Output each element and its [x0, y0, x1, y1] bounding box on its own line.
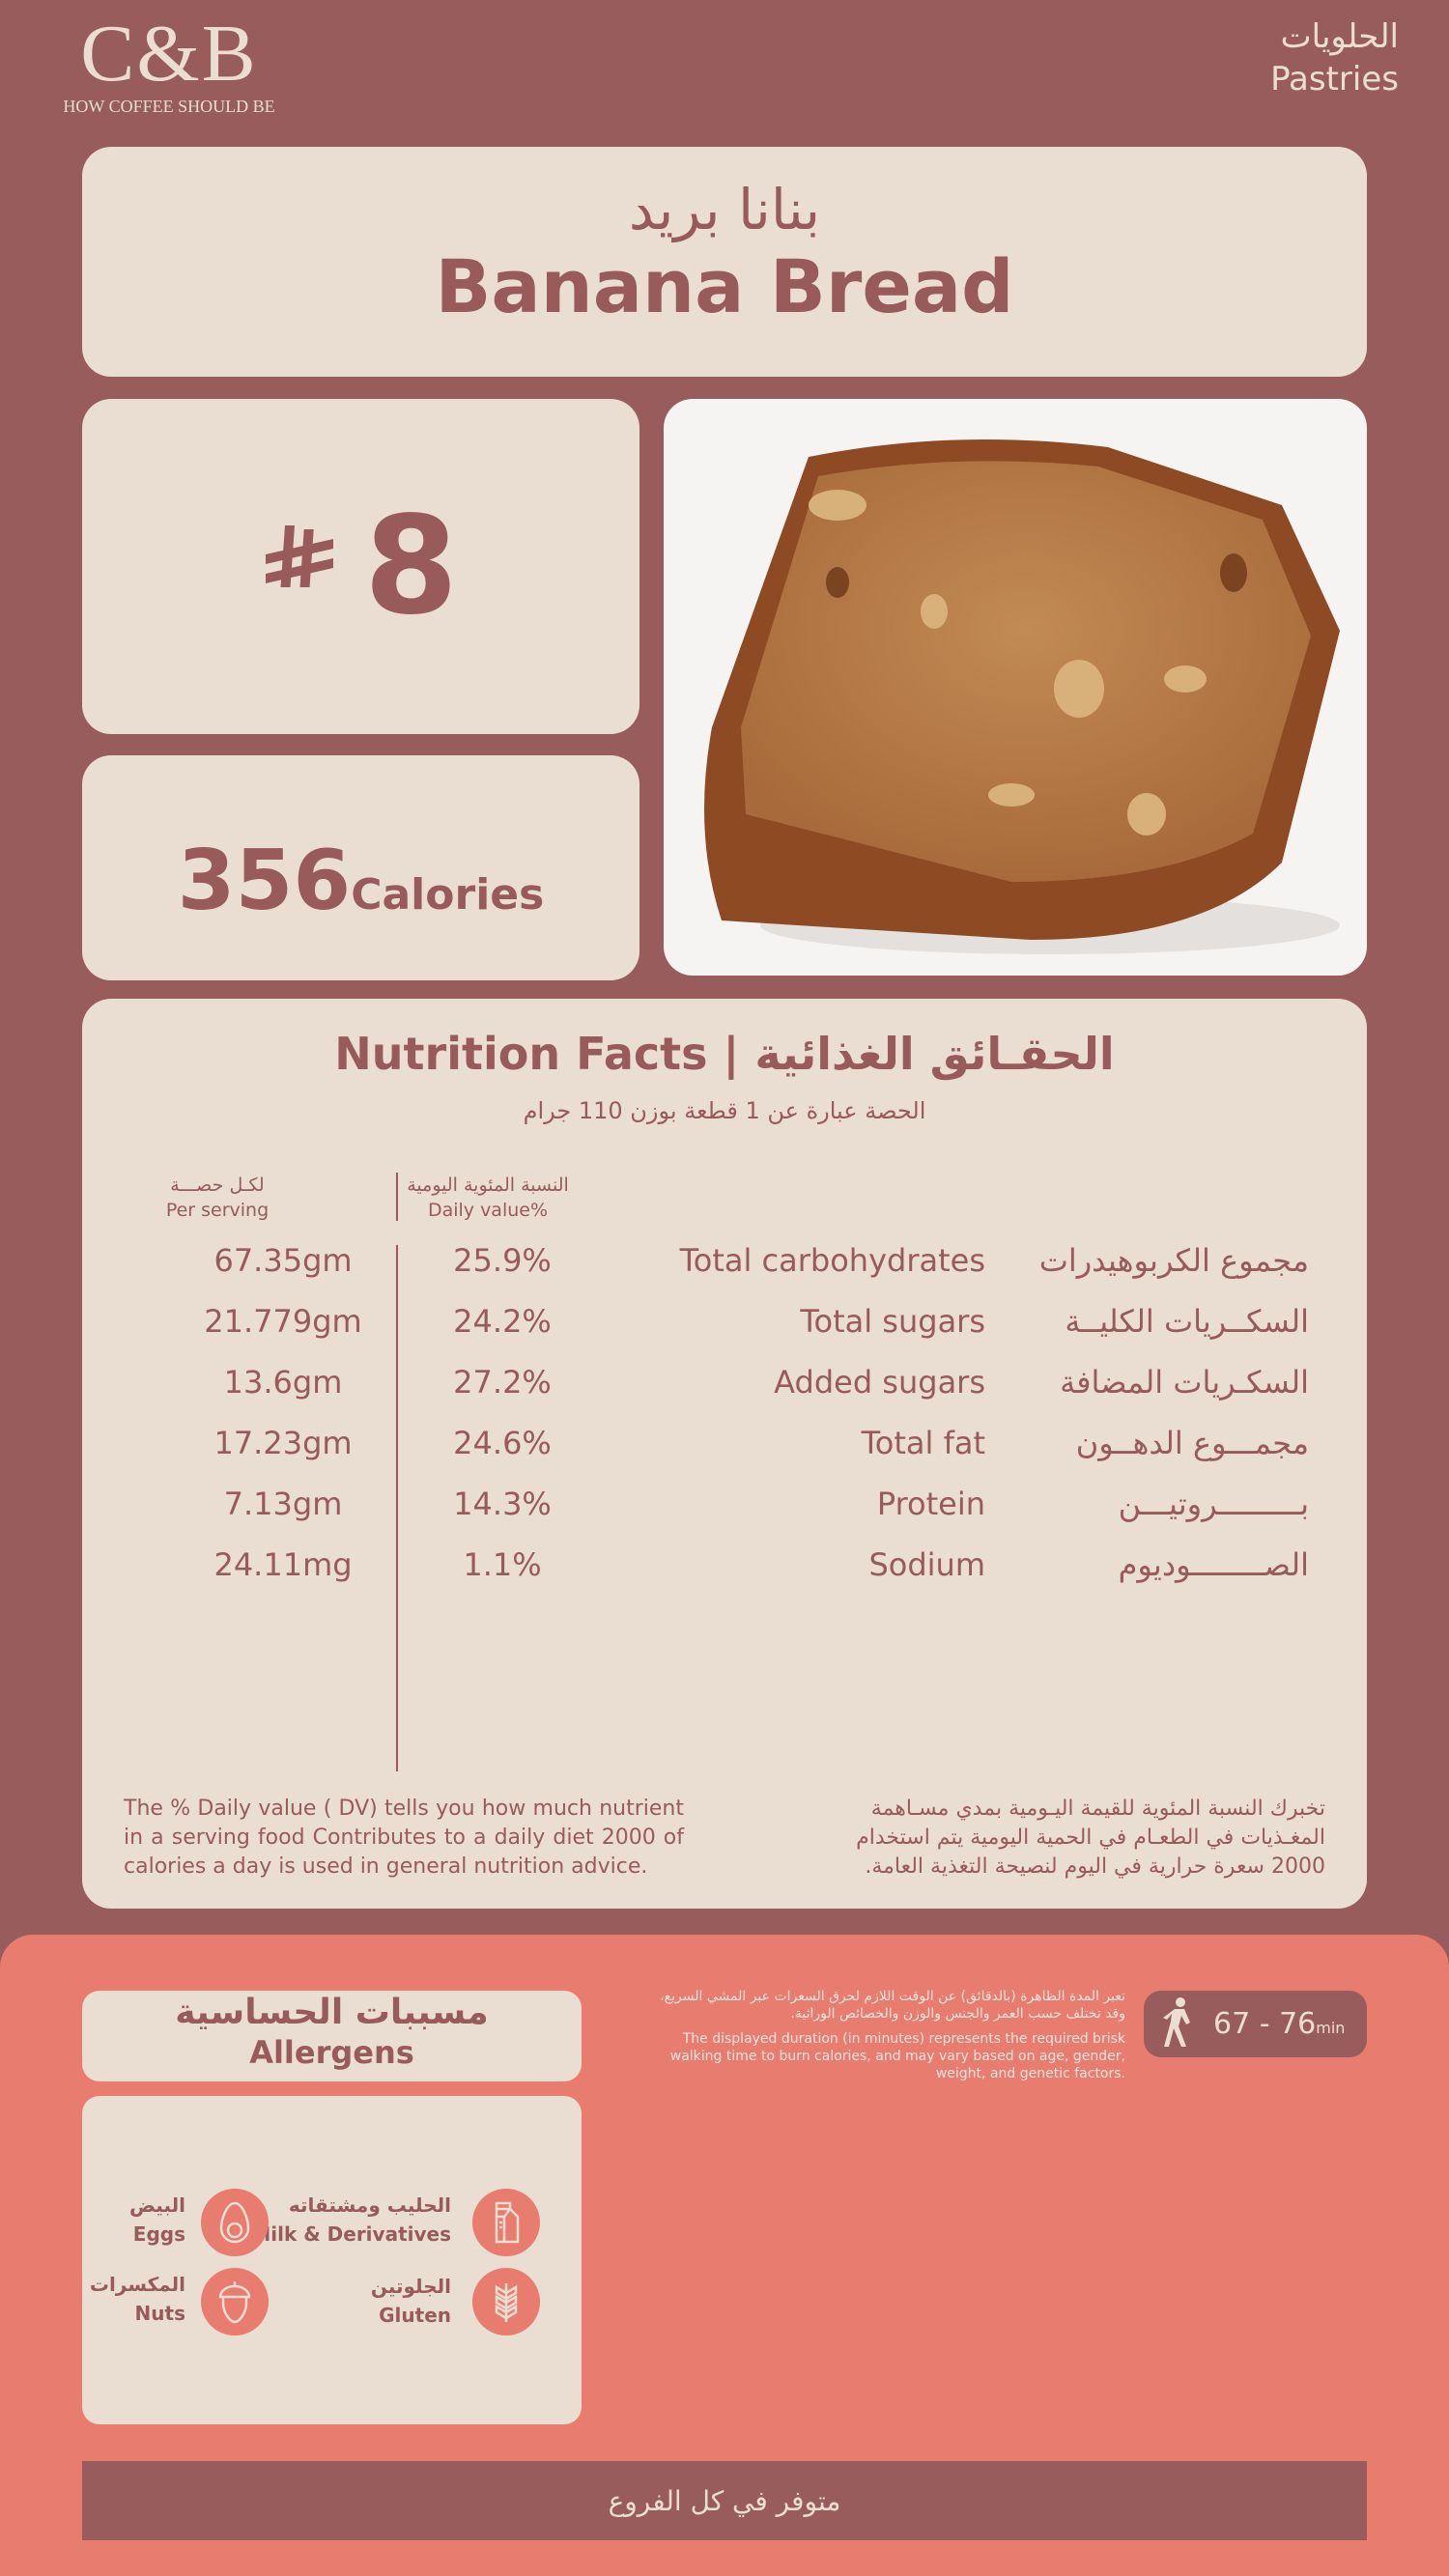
nutrient-amount: 13.6gm [223, 1364, 343, 1401]
nutrient-amount: 24.11mg [213, 1546, 353, 1583]
nutrient-daily-value: 14.3% [453, 1486, 552, 1522]
saudi-riyal-icon [264, 522, 337, 611]
walking-time-badge: 67 - 76min [1144, 1991, 1367, 2057]
calories-card: 356 Calories [82, 755, 639, 980]
serving-size: الحصة عبارة عن 1 قطعة بوزن 110 جرام [523, 1097, 926, 1124]
nutrition-facts-card: Nutrition Facts | الحقـائق الغذائية الحص… [82, 999, 1367, 1909]
nutrient-name-ar: مجمـــوع الدهــون [1075, 1425, 1309, 1461]
calories-value: 356 [177, 833, 352, 929]
walking-note-ar: تعبر المدة الظاهرة (بالدقائق) عن الوقت ا… [660, 1989, 1125, 2022]
nutrient-name-en: Total sugars [800, 1303, 985, 1340]
col-per-serving-en: Per serving [165, 1200, 270, 1221]
nutrition-row: مجمـــوع الدهــون Total fat 24.6% 17.23g… [82, 1425, 1367, 1473]
nutrition-row: السكـريات المضافة Added sugars 27.2% 13.… [82, 1364, 1367, 1412]
col-header-daily-value: النسبة المئوية اليومية Daily value% [372, 1173, 604, 1223]
product-photo [664, 399, 1367, 976]
nutrition-title: Nutrition Facts | الحقـائق الغذائية [334, 1028, 1115, 1080]
price-card: 8 [82, 399, 639, 734]
nutrient-name-en: Sodium [868, 1546, 985, 1583]
nutrient-name-ar: مجموع الكربوهيدرات [1038, 1242, 1309, 1279]
divider [396, 1245, 398, 1771]
nutrition-row: مجموع الكربوهيدرات Total carbohydrates 2… [82, 1242, 1367, 1290]
walking-time-value: 67 - 76 [1213, 2007, 1317, 2041]
allergens-list: الحليب ومشتقاته Milk & Derivatives البيض E… [82, 2096, 582, 2424]
product-name-en: Banana Bread [435, 243, 1014, 329]
availability-bar: متوفر في كل الفروع [82, 2461, 1367, 2540]
nutrient-daily-value: 27.2% [453, 1364, 552, 1401]
calories-unit: Calories [351, 870, 545, 920]
price-value: 8 [363, 488, 459, 645]
walking-time-unit: min [1316, 2019, 1346, 2037]
nutrient-daily-value: 1.1% [463, 1546, 542, 1583]
nutrition-row: بـــــــــروتيـــن Protein 14.3% 7.13gm [82, 1486, 1367, 1534]
dv-note-ar: تخبرك النسبة المئوية للقيمة اليـومية بمد… [856, 1797, 1325, 1879]
nutrient-name-en: Total fat [861, 1425, 985, 1461]
allergen-milk: الحليب ومشتقاته Milk & Derivatives [251, 2194, 451, 2246]
col-dv-en: Daily value% [427, 1200, 549, 1221]
nutrient-name-ar: السكــريات الكليــة [1065, 1303, 1309, 1340]
product-title-card: بنانا بريد Banana Bread [82, 147, 1367, 377]
col-dv-ar: النسبة المئوية اليومية [407, 1175, 569, 1196]
col-per-serving-ar: لكـل حصـــة [170, 1175, 265, 1196]
allergens-title-en: Allergens [249, 2034, 414, 2071]
nutrient-name-ar: بـــــــــروتيـــن [1118, 1486, 1309, 1522]
nutrition-row: الصــــــــوديوم Sodium 1.1% 24.11mg [82, 1546, 1367, 1595]
category-en: Pastries [1270, 60, 1399, 99]
nutrient-daily-value: 25.9% [453, 1242, 552, 1279]
nutrient-daily-value: 24.2% [453, 1303, 552, 1340]
walking-person-icon [1161, 1996, 1196, 2052]
category-ar: الحلويات [1280, 17, 1399, 56]
allergen-nuts: المكسرات Nuts [89, 2273, 185, 2325]
allergens-title-card: مسببات الحساسية Allergens [82, 1991, 582, 2081]
nutrient-amount: 21.779gm [204, 1303, 362, 1340]
nutrient-name-ar: الصــــــــوديوم [1118, 1546, 1309, 1583]
egg-icon [201, 2189, 269, 2256]
nutrient-name-en: Added sugars [774, 1364, 985, 1401]
walking-note: تعبر المدة الظاهرة (بالدقائق) عن الوقت ا… [638, 1988, 1125, 2082]
wheat-icon [472, 2268, 540, 2335]
nutrient-amount: 67.35gm [213, 1242, 353, 1279]
walking-note-en: The displayed duration (in minutes) repr… [669, 2031, 1125, 2081]
nutrient-name-ar: السكـريات المضافة [1060, 1364, 1309, 1401]
milk-carton-icon [472, 2189, 540, 2256]
dv-note-en: The % Daily value ( DV) tells you how mu… [124, 1797, 684, 1879]
acorn-icon [201, 2268, 269, 2335]
nutrient-name-en: Protein [876, 1486, 985, 1522]
allergen-eggs: البيض Eggs [129, 2194, 185, 2246]
col-header-per-serving: لكـل حصـــة Per serving [140, 1173, 295, 1223]
logo-tagline: HOW COFFEE SHOULD BE [63, 97, 275, 116]
logo-mark: C&B [80, 9, 258, 99]
divider [396, 1173, 398, 1221]
nutrient-daily-value: 24.6% [453, 1425, 552, 1461]
allergen-gluten: الجلوتين Gluten [370, 2275, 451, 2327]
brand-logo: C&B HOW COFFEE SHOULD BE [48, 14, 290, 117]
category-label: الحلويات Pastries [1270, 15, 1399, 100]
nutrient-amount: 17.23gm [213, 1425, 353, 1461]
nutrient-name-en: Total carbohydrates [679, 1242, 985, 1279]
product-name-ar: بنانا بريد [628, 177, 821, 242]
nutrition-row: السكــريات الكليــة Total sugars 24.2% 2… [82, 1303, 1367, 1351]
nutrient-amount: 7.13gm [223, 1486, 343, 1522]
allergens-title-ar: مسببات الحساسية [175, 1993, 489, 2032]
